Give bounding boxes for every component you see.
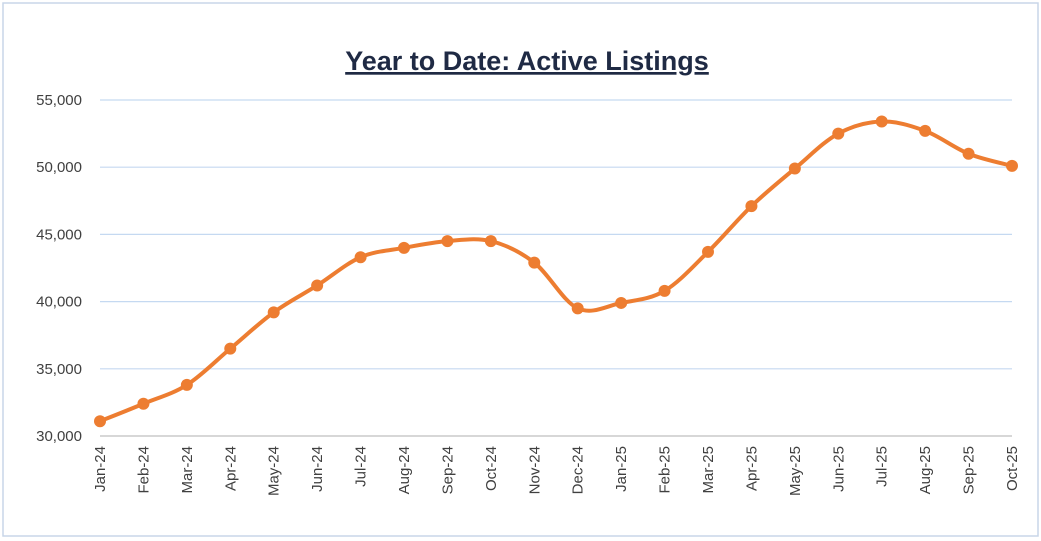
x-tick-label: Oct-24	[483, 446, 500, 491]
marker	[224, 342, 237, 355]
x-tick-label: Jul-25	[874, 446, 891, 487]
marker	[267, 306, 280, 319]
marker	[354, 251, 367, 264]
x-tick-label: Jul-24	[353, 446, 370, 487]
x-tick-label: May-25	[787, 446, 804, 496]
marker	[615, 296, 628, 309]
marker	[875, 115, 888, 128]
x-tick-label: May-24	[266, 446, 283, 496]
marker	[1006, 159, 1018, 172]
x-tick-label: Apr-24	[222, 446, 239, 491]
chart-title: Year to Date: Active Listings	[345, 46, 709, 76]
marker	[832, 127, 845, 140]
marker	[528, 256, 541, 269]
y-tick-label: 40,000	[36, 294, 82, 311]
x-tick-label: Jan-25	[613, 446, 630, 492]
x-tick-label: Mar-25	[700, 446, 717, 494]
x-tick-label: Jan-24	[92, 446, 109, 492]
y-tick-label: 55,000	[36, 92, 82, 109]
marker	[702, 245, 714, 258]
marker	[919, 124, 932, 137]
x-tick-label: Jun-25	[830, 446, 847, 492]
x-tick-label: Mar-24	[179, 446, 196, 494]
x-tick-label: Oct-25	[1004, 446, 1021, 491]
marker	[180, 378, 193, 391]
x-tick-label: Sep-24	[439, 446, 456, 494]
marker	[137, 397, 150, 410]
x-tick-label: Feb-25	[657, 446, 674, 494]
marker	[94, 415, 106, 428]
marker	[484, 235, 497, 248]
marker	[441, 235, 454, 248]
x-tick-label: Apr-25	[743, 446, 760, 491]
marker	[311, 279, 324, 292]
marker	[745, 200, 758, 213]
x-tick-label: Nov-24	[526, 446, 543, 494]
y-tick-label: 35,000	[36, 361, 82, 378]
marker	[571, 302, 584, 315]
x-tick-label: Sep-25	[961, 446, 978, 494]
x-tick-label: Feb-24	[135, 446, 152, 494]
y-tick-label: 45,000	[36, 226, 82, 243]
y-tick-label: 30,000	[36, 428, 82, 445]
marker	[788, 162, 801, 175]
x-tick-label: Jun-24	[309, 446, 326, 492]
x-tick-label: Aug-25	[917, 446, 934, 494]
marker	[962, 147, 975, 160]
y-tick-label: 50,000	[36, 159, 82, 176]
x-tick-label: Dec-24	[570, 446, 587, 494]
line	[99, 119, 1013, 424]
marker	[398, 241, 410, 254]
marker	[658, 284, 671, 297]
x-tick-label: Aug-24	[396, 446, 413, 494]
